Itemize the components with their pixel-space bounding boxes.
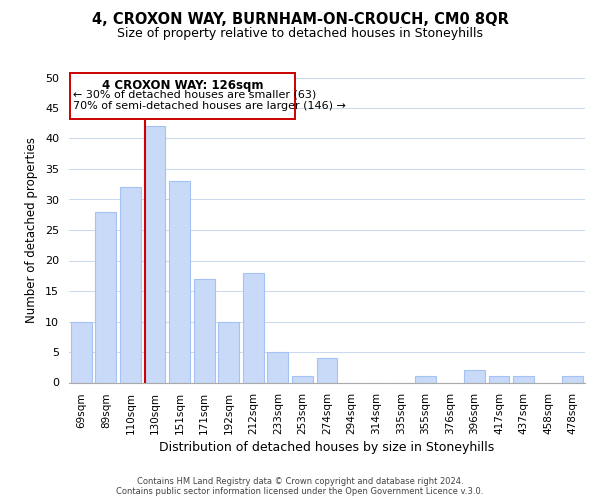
X-axis label: Distribution of detached houses by size in Stoneyhills: Distribution of detached houses by size … <box>160 442 494 454</box>
Bar <box>292 376 313 382</box>
Bar <box>169 181 190 382</box>
Text: Size of property relative to detached houses in Stoneyhills: Size of property relative to detached ho… <box>117 28 483 40</box>
Bar <box>513 376 534 382</box>
Text: Contains public sector information licensed under the Open Government Licence v.: Contains public sector information licen… <box>116 487 484 496</box>
Bar <box>194 279 215 382</box>
Bar <box>71 322 92 382</box>
Text: 4, CROXON WAY, BURNHAM-ON-CROUCH, CM0 8QR: 4, CROXON WAY, BURNHAM-ON-CROUCH, CM0 8Q… <box>92 12 508 28</box>
Text: ← 30% of detached houses are smaller (63): ← 30% of detached houses are smaller (63… <box>73 89 316 99</box>
Bar <box>145 126 166 382</box>
Bar <box>120 188 141 382</box>
Bar <box>95 212 116 382</box>
Bar <box>70 72 295 119</box>
Bar <box>464 370 485 382</box>
Bar <box>268 352 289 382</box>
Bar <box>415 376 436 382</box>
Bar <box>218 322 239 382</box>
Text: Contains HM Land Registry data © Crown copyright and database right 2024.: Contains HM Land Registry data © Crown c… <box>137 477 463 486</box>
Text: 4 CROXON WAY: 126sqm: 4 CROXON WAY: 126sqm <box>102 78 263 92</box>
Bar <box>317 358 337 382</box>
Y-axis label: Number of detached properties: Number of detached properties <box>25 137 38 323</box>
Text: 70% of semi-detached houses are larger (146) →: 70% of semi-detached houses are larger (… <box>73 102 346 112</box>
Bar <box>243 272 264 382</box>
Bar <box>562 376 583 382</box>
Bar <box>488 376 509 382</box>
